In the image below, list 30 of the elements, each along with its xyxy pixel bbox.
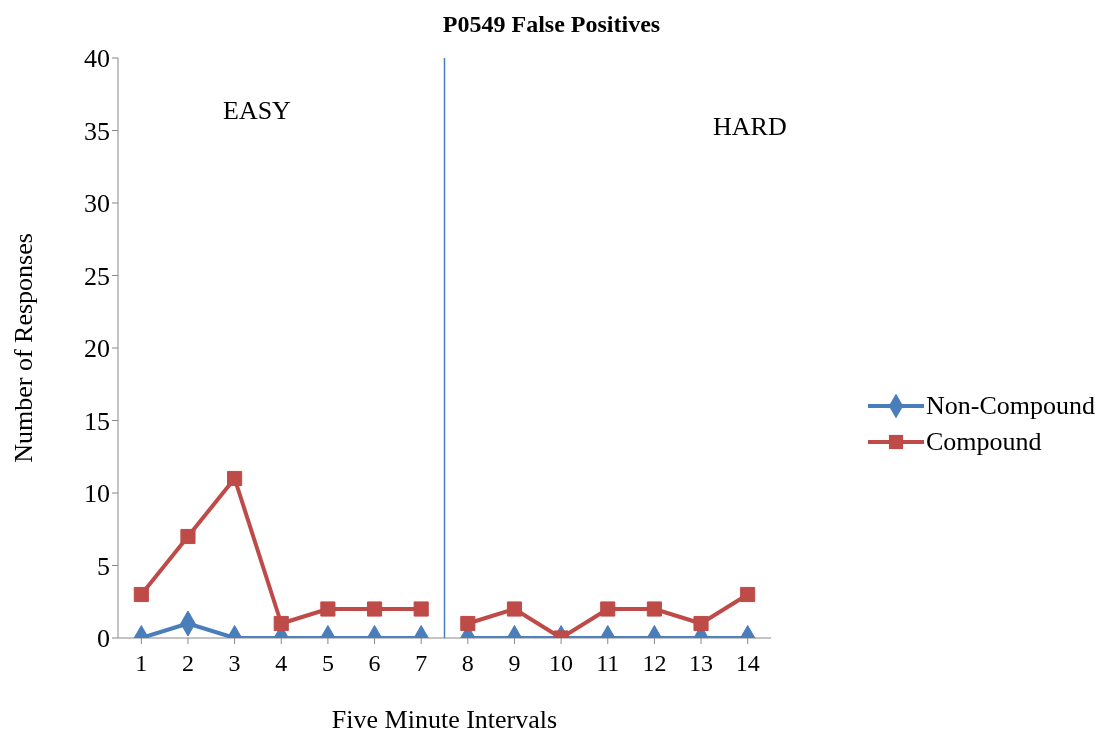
y-tick-label: 25 <box>84 261 110 291</box>
y-tick-label: 20 <box>84 334 110 364</box>
annotation: HARD <box>713 112 787 142</box>
chart-title: P0549 False Positives <box>442 11 661 37</box>
y-tick-label: 10 <box>84 479 110 509</box>
legend-label: Non-Compound <box>926 391 1095 421</box>
annotation: EASY <box>223 96 291 126</box>
x-tick-label: 13 <box>689 650 714 677</box>
x-tick-label: 11 <box>596 650 620 677</box>
y-tick-label: 15 <box>84 406 110 436</box>
x-tick-label: 8 <box>461 650 474 677</box>
x-tick-label: 5 <box>321 650 334 677</box>
legend-label: Compound <box>926 427 1042 457</box>
x-tick-label: 6 <box>368 650 381 677</box>
x-tick-label: 2 <box>181 650 194 677</box>
y-tick-label: 5 <box>97 551 110 581</box>
y-tick-label: 0 <box>97 624 110 654</box>
y-tick-label: 40 <box>84 44 110 74</box>
x-tick-label: 9 <box>508 650 521 677</box>
x-tick-label: 12 <box>642 650 667 677</box>
x-tick-label: 7 <box>415 650 428 677</box>
x-tick-label: 10 <box>549 650 574 677</box>
y-tick-label: 30 <box>84 189 110 219</box>
x-tick-label: 14 <box>735 650 760 677</box>
x-tick-label: 4 <box>275 650 288 677</box>
x-tick-label: 3 <box>228 650 241 677</box>
y-tick-label: 35 <box>84 116 110 146</box>
x-tick-label: 1 <box>135 650 148 677</box>
y-axis-title: Number of Responses <box>9 233 39 463</box>
x-axis-title: Five Minute Intervals <box>331 705 558 734</box>
